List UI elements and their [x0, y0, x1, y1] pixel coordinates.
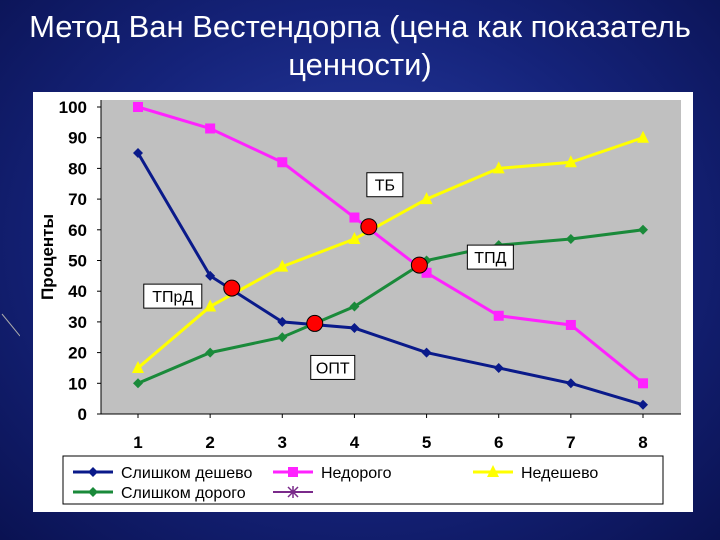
- chart-panel: 0 10 20 30 40 50 60 70 80 90 100 1 2 3 4 5 6 7 8 Проценты ТП…: [33, 92, 693, 512]
- plot-area: [101, 100, 681, 414]
- intersection-label: ТПрД: [152, 289, 193, 306]
- intersection-label: ТПД: [474, 250, 506, 267]
- intersection-point: [360, 218, 378, 236]
- y-tick-label: 80: [68, 159, 87, 178]
- y-tick-label: 100: [59, 98, 87, 117]
- data-point: [493, 310, 504, 321]
- intersection-label: ТБ: [375, 178, 395, 195]
- y-tick-label: 70: [68, 190, 87, 209]
- data-point: [205, 347, 216, 358]
- data-point: [421, 347, 432, 358]
- x-tick-label: 7: [566, 433, 575, 452]
- legend-marker: [487, 465, 499, 477]
- y-tick-label: 20: [68, 344, 87, 363]
- data-point: [205, 123, 216, 134]
- y-tick-label: 10: [68, 374, 87, 393]
- data-point: [564, 155, 577, 168]
- x-tick-label: 3: [278, 433, 287, 452]
- data-point: [565, 234, 576, 245]
- x-tick-label: 2: [205, 433, 214, 452]
- legend-label: Недорого: [321, 465, 392, 482]
- legend-marker: [288, 467, 298, 477]
- x-tick-label: 6: [494, 433, 503, 452]
- y-tick-label: 30: [68, 313, 87, 332]
- data-point: [277, 157, 288, 168]
- slide-title: Метод Ван Вестендорпа (цена как показате…: [0, 8, 720, 84]
- data-point: [132, 360, 144, 373]
- data-point: [349, 212, 360, 223]
- data-point: [638, 399, 648, 410]
- data-point: [349, 323, 360, 334]
- intersection-label-box: [143, 283, 203, 309]
- data-point: [277, 332, 288, 343]
- intersection-point: [223, 279, 241, 297]
- data-point: [133, 378, 143, 389]
- x-tick-label: 5: [422, 433, 431, 452]
- data-point: [492, 161, 505, 174]
- legend-label: Слишком дорого: [121, 485, 246, 502]
- intersection-point: [306, 314, 324, 332]
- data-point: [638, 224, 648, 235]
- y-tick-label: 60: [68, 221, 87, 240]
- data-point: [133, 148, 143, 159]
- slide-title-line1: Метод Ван Вестендорпа (цена как показате…: [29, 9, 691, 44]
- data-point: [276, 259, 289, 272]
- y-tick-label: 40: [68, 282, 87, 301]
- data-point: [421, 267, 432, 278]
- series-line: [137, 105, 644, 385]
- legend-marker: [88, 467, 98, 477]
- intersection-label-box: [310, 354, 356, 380]
- data-point: [133, 102, 143, 112]
- y-axis-label: Проценты: [38, 214, 57, 300]
- intersection-label-box: [466, 244, 514, 270]
- data-point: [637, 130, 649, 143]
- data-point: [493, 362, 504, 373]
- intersection-label-box: [366, 172, 404, 198]
- x-tick-label: 8: [638, 433, 647, 452]
- legend-label: Недешево: [521, 465, 598, 482]
- intersection-label: ОПТ: [316, 360, 350, 377]
- legend-label: Слишком дешево: [121, 465, 252, 482]
- data-point: [349, 301, 360, 312]
- data-point: [638, 378, 648, 389]
- data-point: [565, 319, 576, 330]
- y-tick-label: 90: [68, 129, 87, 148]
- data-point: [348, 232, 361, 245]
- legend-box: [62, 455, 664, 505]
- x-tick-label: 1: [133, 433, 142, 452]
- series-line: [136, 152, 644, 407]
- legend-extra-marker: [287, 486, 299, 498]
- y-tick-label: 0: [78, 405, 87, 424]
- data-point: [420, 192, 433, 205]
- x-tick-label: 4: [350, 433, 360, 452]
- series-line: [137, 136, 644, 370]
- legend-marker: [88, 487, 98, 497]
- intersection-point: [410, 256, 428, 274]
- line-chart: 0 10 20 30 40 50 60 70 80 90 100 1 2 3 4 5 6 7 8 Проценты ТП…: [38, 98, 681, 505]
- y-tick-label: 50: [68, 252, 87, 271]
- decorative-line: [1, 313, 20, 337]
- data-point: [205, 270, 216, 281]
- data-point: [277, 316, 288, 327]
- data-point: [204, 299, 217, 312]
- data-point: [565, 378, 576, 389]
- slide-title-line2: ценности): [288, 47, 432, 82]
- series-line: [137, 228, 644, 385]
